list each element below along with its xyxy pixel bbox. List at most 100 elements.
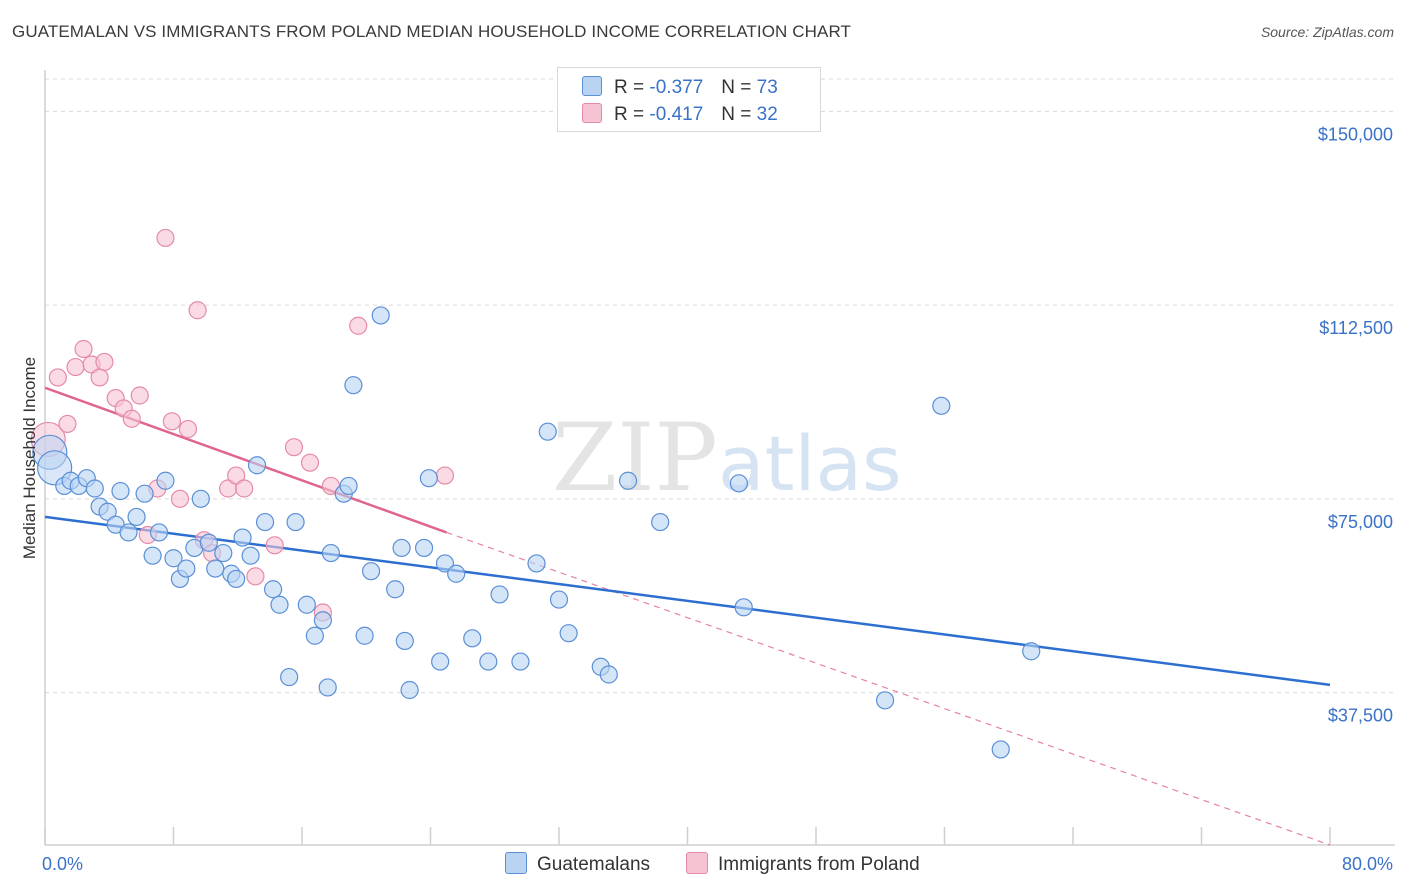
data-point-guatemalan xyxy=(119,523,138,542)
data-point-poland xyxy=(349,316,368,335)
x-tick-label: 80.0% xyxy=(1342,854,1393,874)
grid-lines xyxy=(45,78,1395,694)
legend-r-label: R = xyxy=(614,77,645,98)
legend-r-label: R = xyxy=(614,104,645,125)
y-tick-label: $37,500 xyxy=(1328,706,1393,726)
data-point-poland xyxy=(235,479,254,498)
data-point-guatemalan xyxy=(214,543,233,563)
data-point-guatemalan xyxy=(479,652,498,671)
watermark-atlas: atlas xyxy=(718,419,902,508)
legend-row-poland: R = -0.417 N = 32 xyxy=(582,103,778,127)
data-point-guatemalan xyxy=(227,569,246,589)
data-point-guatemalan xyxy=(313,611,332,630)
data-point-guatemalan xyxy=(297,595,316,614)
chart-title: GUATEMALAN VS IMMIGRANTS FROM POLAND MED… xyxy=(12,22,851,41)
data-point-poland xyxy=(435,466,455,485)
data-point-poland xyxy=(227,466,246,485)
data-point-guatemalan xyxy=(392,538,411,558)
data-point-guatemalan xyxy=(191,489,210,508)
data-point-guatemalan xyxy=(321,543,341,563)
data-point-guatemalan xyxy=(247,456,267,475)
data-point-poland xyxy=(246,567,265,586)
data-point-guatemalan xyxy=(400,680,419,700)
data-point-poland xyxy=(300,453,320,472)
data-point-guatemalan xyxy=(255,512,275,532)
data-point-poland xyxy=(122,409,141,428)
series-guatemalans-points xyxy=(32,306,1041,759)
legend-n-value: 73 xyxy=(756,77,778,98)
data-point-poland xyxy=(188,301,207,320)
data-point-guatemalan xyxy=(559,624,578,643)
data-point-guatemalan xyxy=(206,559,225,578)
legend-n-value: 32 xyxy=(756,104,778,125)
data-point-poland xyxy=(162,412,181,431)
bottom-legend-swatch-pink xyxy=(686,852,708,874)
data-point-guatemalan xyxy=(98,502,117,521)
data-point-poland xyxy=(178,419,198,439)
bottom-legend-guatemalans: Guatemalans xyxy=(505,852,650,876)
data-point-guatemalan xyxy=(414,538,434,558)
data-point-guatemalan xyxy=(127,507,146,527)
data-point-guatemalan xyxy=(318,678,337,697)
data-point-guatemalan xyxy=(734,598,753,617)
data-point-guatemalan xyxy=(618,471,638,490)
y-tick-label: $112,500 xyxy=(1319,318,1393,338)
data-point-guatemalan xyxy=(305,626,324,645)
bottom-legend-poland: Immigrants from Poland xyxy=(686,852,920,876)
trend-lines xyxy=(44,386,1331,846)
legend-r-value: -0.377 xyxy=(649,77,704,98)
trend-line-poland xyxy=(44,386,447,534)
watermark-zip: ZIP xyxy=(552,404,718,513)
legend-n-label: N = xyxy=(721,104,752,125)
source-label: Source: ZipAtlas.com xyxy=(1260,24,1394,40)
data-point-guatemalan xyxy=(435,554,455,573)
data-point-poland xyxy=(156,228,175,248)
data-point-guatemalan xyxy=(386,580,405,599)
data-point-guatemalan xyxy=(932,396,951,415)
data-point-guatemalan xyxy=(241,546,260,565)
watermark: ZIP atlas xyxy=(552,404,902,513)
data-point-poland xyxy=(48,368,67,387)
trend-line-poland-extension xyxy=(446,531,1331,846)
tick-labels: $37,500 $75,000 $112,500 $150,000 0.0% 80.0% xyxy=(42,124,1393,874)
data-point-guatemalan xyxy=(371,306,390,325)
data-point-guatemalan xyxy=(729,474,749,493)
data-point-poland xyxy=(265,536,284,555)
data-point-guatemalan xyxy=(419,469,438,488)
data-point-guatemalan xyxy=(527,554,546,573)
data-point-guatemalan xyxy=(280,667,299,687)
data-point-poland xyxy=(170,489,190,508)
data-point-guatemalan xyxy=(149,523,169,542)
data-point-poland xyxy=(130,386,149,405)
y-tick-label: $75,000 xyxy=(1328,512,1393,532)
data-point-guatemalan xyxy=(199,533,218,552)
data-point-guatemalan xyxy=(511,652,530,671)
data-point-guatemalan xyxy=(875,691,895,710)
data-point-guatemalan xyxy=(344,376,363,395)
stats-legend: R = -0.377 N = 73 R = -0.417 N = 32 xyxy=(557,67,821,132)
data-point-guatemalan xyxy=(177,559,196,578)
data-point-guatemalan xyxy=(263,580,283,599)
legend-swatch-blue xyxy=(582,76,602,96)
data-point-guatemalan xyxy=(490,585,509,604)
legend-r-value: -0.417 xyxy=(649,104,704,125)
data-point-guatemalan xyxy=(270,595,289,614)
data-point-guatemalan xyxy=(599,665,618,684)
y-axis-label: Median Household Income xyxy=(20,357,39,559)
data-point-guatemalan xyxy=(111,481,130,501)
axes xyxy=(44,70,1395,846)
data-point-guatemalan xyxy=(355,626,374,645)
data-point-poland xyxy=(284,438,304,457)
data-point-guatemalan xyxy=(233,528,252,547)
data-point-guatemalan xyxy=(143,546,162,565)
data-point-guatemalan xyxy=(339,476,358,496)
bottom-legend-label: Guatemalans xyxy=(537,854,651,875)
legend-row-guatemalans: R = -0.377 N = 73 xyxy=(582,76,778,100)
data-point-guatemalan xyxy=(164,549,183,568)
data-point-guatemalan xyxy=(85,479,104,498)
bottom-legend-label: Immigrants from Poland xyxy=(718,854,920,875)
data-point-guatemalan xyxy=(447,564,466,583)
legend-n-label: N = xyxy=(721,77,752,98)
data-point-guatemalan xyxy=(463,629,482,648)
